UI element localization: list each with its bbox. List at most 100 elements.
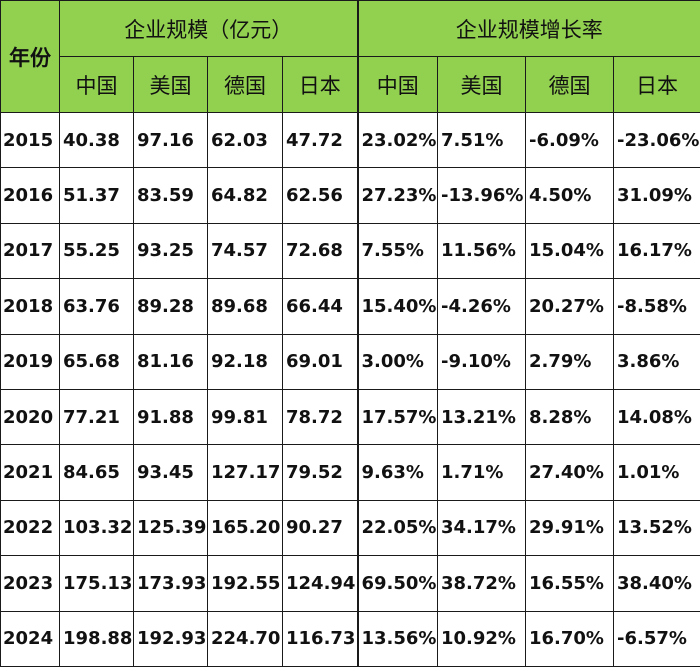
scale-cell: 99.81: [207, 388, 283, 446]
year-cell: 2016: [0, 167, 60, 224]
growth-cell: 4.50%: [525, 167, 614, 224]
scale-cell: 89.28: [133, 278, 208, 335]
scale-cell: 74.57: [207, 222, 283, 280]
table-row: 2024 198.88 192.93 224.70 116.73 13.56% 10.92%…: [0, 610, 700, 667]
scale-cell: 198.88: [59, 610, 134, 667]
growth-cell: 16.17%: [613, 222, 700, 280]
growth-cell: 1.01%: [613, 444, 700, 501]
scale-cell: 83.59: [133, 167, 208, 224]
growth-cell: 13.21%: [437, 388, 526, 446]
year-cell: 2024: [0, 610, 60, 667]
scale-cell: 64.82: [207, 167, 283, 224]
scale-cell: 90.27: [282, 499, 358, 557]
scale-country-header: 日本: [282, 56, 358, 113]
scale-cell: 93.25: [133, 222, 208, 280]
scale-cell: 97.16: [133, 111, 208, 169]
scale-cell: 89.68: [207, 278, 283, 335]
growth-cell: 38.40%: [613, 555, 700, 612]
scale-cell: 51.37: [59, 167, 134, 224]
scale-cell: 77.21: [59, 388, 134, 446]
growth-cell: 8.28%: [525, 388, 614, 446]
scale-cell: 40.38: [59, 111, 134, 169]
growth-cell: 23.02%: [356, 111, 438, 169]
scale-cell: 175.13: [59, 555, 134, 612]
growth-cell: 38.72%: [437, 555, 526, 612]
growth-cell: 7.51%: [437, 111, 526, 169]
scale-cell: 72.68: [282, 222, 358, 280]
scale-cell: 91.88: [133, 388, 208, 446]
growth-country-header: 日本: [613, 56, 700, 113]
scale-cell: 103.32: [59, 499, 134, 557]
scale-cell: 116.73: [282, 610, 358, 667]
table-row: 2020 77.21 91.88 99.81 78.72 17.57% 13.21% 8.28…: [0, 388, 700, 446]
growth-cell: 9.63%: [356, 444, 438, 501]
growth-cell: 29.91%: [525, 499, 614, 557]
table-body: 2015 40.38 97.16 62.03 47.72 23.02% 7.51% -6.09…: [0, 111, 700, 667]
growth-cell: 16.70%: [525, 610, 614, 667]
scale-cell: 79.52: [282, 444, 358, 501]
scale-cell: 92.18: [207, 333, 283, 390]
scale-cell: 192.55: [207, 555, 283, 612]
header-row-countries: 中国 美国 德国 日本 中国 美国 德国 日本: [1, 56, 700, 113]
growth-cell: -4.26%: [437, 278, 526, 335]
growth-cell: 1.71%: [437, 444, 526, 501]
table-row: 2023 175.13 173.93 192.55 124.94 69.50% 38.72%…: [0, 555, 700, 612]
growth-cell: 16.55%: [525, 555, 614, 612]
growth-cell: -23.06%: [613, 111, 700, 169]
scale-cell: 78.72: [282, 388, 358, 446]
growth-cell: -9.10%: [437, 333, 526, 390]
growth-cell: 22.05%: [356, 499, 438, 557]
scale-cell: 84.65: [59, 444, 134, 501]
growth-cell: 34.17%: [437, 499, 526, 557]
scale-cell: 127.17: [207, 444, 283, 501]
growth-cell: 10.92%: [437, 610, 526, 667]
table-row: 2015 40.38 97.16 62.03 47.72 23.02% 7.51% -6.09…: [0, 111, 700, 169]
growth-cell: 14.08%: [613, 388, 700, 446]
scale-country-header: 美国: [133, 56, 208, 113]
year-header: 年份: [0, 0, 60, 113]
growth-country-header: 德国: [525, 56, 614, 113]
growth-cell: -13.96%: [437, 167, 526, 224]
growth-cell: 2.79%: [525, 333, 614, 390]
growth-cell: 15.40%: [356, 278, 438, 335]
scale-group-header: 企业规模（亿元）: [59, 0, 358, 57]
scale-cell: 62.56: [282, 167, 358, 224]
growth-cell: 11.56%: [437, 222, 526, 280]
scale-cell: 192.93: [133, 610, 208, 667]
scale-cell: 66.44: [282, 278, 358, 335]
scale-cell: 93.45: [133, 444, 208, 501]
scale-cell: 165.20: [207, 499, 283, 557]
scale-cell: 125.39: [133, 499, 208, 557]
growth-cell: 3.86%: [613, 333, 700, 390]
table-row: 2019 65.68 81.16 92.18 69.01 3.00% -9.10% 2.79%…: [0, 333, 700, 390]
scale-cell: 69.01: [282, 333, 358, 390]
year-cell: 2018: [0, 278, 60, 335]
scale-cell: 55.25: [59, 222, 134, 280]
scale-cell: 47.72: [282, 111, 358, 169]
growth-group-header: 企业规模增长率: [356, 0, 700, 57]
header-row-groups: 年份 企业规模（亿元） 企业规模增长率: [0, 0, 700, 113]
scale-country-header: 德国: [207, 56, 283, 113]
growth-country-header: 中国: [356, 56, 438, 113]
year-cell: 2019: [0, 333, 60, 390]
year-cell: 2020: [0, 388, 60, 446]
table-row: 2021 84.65 93.45 127.17 79.52 9.63% 1.71% 27.40…: [0, 444, 700, 501]
growth-cell: 7.55%: [356, 222, 438, 280]
growth-cell: 17.57%: [356, 388, 438, 446]
table-row: 2018 63.76 89.28 89.68 66.44 15.40% -4.26% 20.2…: [0, 278, 700, 335]
growth-cell: 3.00%: [356, 333, 438, 390]
scale-cell: 63.76: [59, 278, 134, 335]
growth-cell: 27.23%: [356, 167, 438, 224]
scale-cell: 81.16: [133, 333, 208, 390]
growth-country-header: 美国: [437, 56, 526, 113]
year-cell: 2023: [0, 555, 60, 612]
scale-cell: 124.94: [282, 555, 358, 612]
growth-cell: 15.04%: [525, 222, 614, 280]
growth-cell: 31.09%: [613, 167, 700, 224]
scale-cell: 173.93: [133, 555, 208, 612]
scale-cell: 224.70: [207, 610, 283, 667]
year-cell: 2017: [0, 222, 60, 280]
year-cell: 2022: [0, 499, 60, 557]
